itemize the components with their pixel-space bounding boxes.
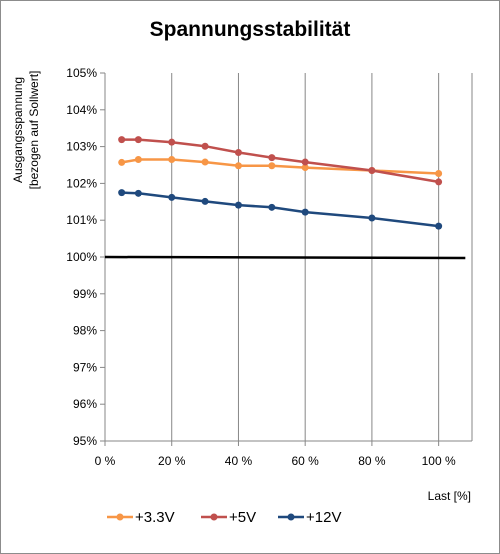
legend-label: +3.3V (135, 509, 175, 526)
data-point (301, 158, 309, 166)
y-tick-label: 97% (73, 360, 97, 374)
data-point (234, 162, 242, 170)
x-tick-label: 60 % (292, 454, 320, 468)
data-point (118, 136, 126, 144)
data-point (118, 158, 126, 166)
data-point (134, 136, 142, 144)
legend-marker (116, 513, 124, 521)
y-tick-label: 105% (66, 66, 97, 80)
data-point (201, 158, 209, 166)
x-tick-label: 0 % (95, 454, 116, 468)
data-point (118, 189, 126, 197)
data-point (435, 178, 443, 186)
y-tick-label: 99% (73, 287, 97, 301)
x-axis-label: Last [%] (428, 489, 471, 503)
y-tick-label: 104% (66, 103, 97, 117)
reference-line-100 (104, 255, 466, 260)
x-tick-label: 80 % (358, 454, 386, 468)
y-tick-label: 98% (73, 324, 97, 338)
x-tick-label: 40 % (225, 454, 253, 468)
x-tick-label: 100 % (422, 454, 456, 468)
data-point (168, 193, 176, 201)
y-tick-label: 96% (73, 397, 97, 411)
data-point (234, 148, 242, 156)
chart-title: Spannungsstabilität (150, 18, 351, 41)
data-point (268, 203, 276, 211)
data-point (301, 164, 309, 172)
legend-label: +12V (306, 509, 341, 526)
data-point (168, 155, 176, 163)
data-point (435, 169, 443, 177)
axis-layer: 95% 96% 97% 98% 99% 100% 101% 102% 103% 104% 105% 0… (66, 66, 472, 468)
y-tick-label: 102% (66, 176, 97, 190)
data-point (368, 214, 376, 222)
legend-marker (287, 513, 295, 521)
data-point (134, 155, 142, 163)
legend-marker (210, 513, 218, 521)
y-axis-label-line1: Ausgangsspannung (11, 77, 25, 183)
y-tick-label: 101% (66, 213, 97, 227)
y-axis-label-line2: [bezogen auf Sollwert] (27, 71, 41, 190)
data-point (201, 142, 209, 150)
series-layer (104, 136, 466, 260)
data-point (268, 162, 276, 170)
data-point (134, 189, 142, 197)
legend-label: +5V (229, 509, 256, 526)
legend: +3.3V +5V +12V (107, 509, 341, 526)
data-point (368, 167, 376, 175)
y-tick-label: 103% (66, 140, 97, 154)
data-point (301, 208, 309, 216)
data-point (234, 201, 242, 209)
data-point (201, 197, 209, 205)
data-point (268, 154, 276, 162)
x-tick-label: 20 % (158, 454, 186, 468)
data-point (168, 138, 176, 146)
data-point (435, 222, 443, 230)
y-tick-label: 95% (73, 434, 97, 448)
y-tick-label: 100% (66, 250, 97, 264)
